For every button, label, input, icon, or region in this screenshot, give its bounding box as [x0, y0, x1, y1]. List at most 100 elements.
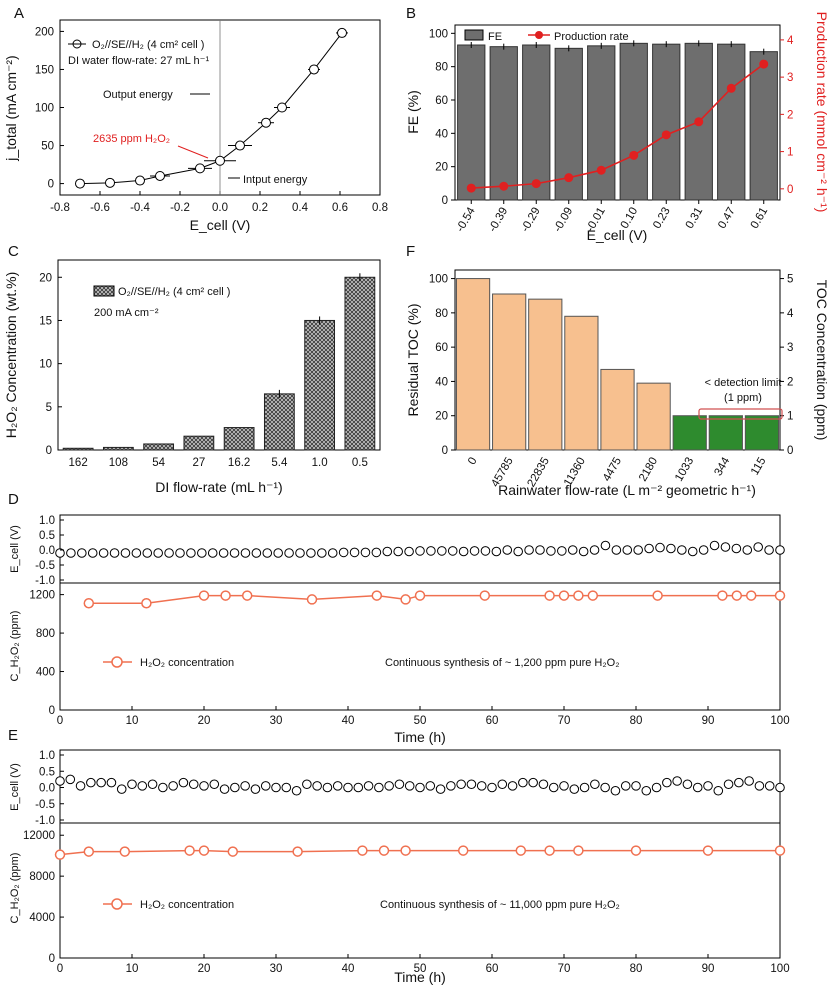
ecell-point [131, 548, 142, 558]
ecell-point [153, 548, 163, 558]
axes-frame [57, 259, 381, 451]
x-tick-label: 162 [69, 457, 88, 469]
x-axis-label: E_cell (V) [190, 217, 251, 233]
ecell-point [186, 548, 196, 558]
data-point [105, 177, 115, 188]
x-tick-label: 100 [770, 715, 789, 727]
toc-bar [672, 415, 707, 451]
x-tick-label: 16.2 [228, 457, 250, 469]
ecell-point [610, 785, 621, 796]
y-tick-top-label: -1.0 [35, 575, 55, 587]
ecell-point [466, 779, 477, 790]
ecell-point [393, 546, 403, 557]
y-tick-bottom-label: 0 [49, 705, 55, 717]
ecell-point [349, 547, 360, 558]
ecell-point [86, 777, 96, 788]
y-tick-label: 10 [39, 359, 52, 371]
ecell-point [260, 781, 271, 791]
ecell-point [415, 546, 425, 556]
h2o2-point [378, 845, 390, 856]
legend-rate-label: Production rate [554, 31, 629, 43]
ecell-point [622, 545, 633, 555]
ecell-point [754, 781, 765, 791]
h2o2-point [306, 594, 318, 605]
ecell-point [744, 776, 754, 786]
ecell-point [127, 779, 137, 790]
ecell-point [535, 545, 545, 555]
x-tick-label: 10 [126, 715, 139, 727]
x-tick-label: 70 [558, 963, 571, 975]
h2o2-line [59, 849, 780, 856]
ecell-point [589, 545, 600, 555]
h2o2-point [630, 845, 642, 856]
x-tick-label: 344 [712, 455, 732, 478]
ecell-point [538, 779, 549, 790]
x-tick-label: 5.4 [271, 457, 288, 469]
ecell-point [713, 785, 724, 796]
input-energy-label: Intput energy [243, 174, 308, 186]
y-tick-right-label: 2 [787, 376, 793, 388]
y-tick-label: 0 [442, 445, 448, 457]
y-tick-label: 100 [429, 28, 448, 40]
h2o2-point [573, 845, 584, 856]
ecell-point [682, 779, 693, 790]
legend-marker [111, 898, 123, 910]
concentration-bar [304, 319, 336, 451]
h2o2-point [717, 590, 728, 601]
current-note: 200 mA cm⁻² [94, 307, 159, 319]
ecell-point [425, 781, 436, 791]
legend-label: H₂O₂ concentration [140, 899, 234, 911]
ecell-point [611, 545, 622, 555]
x-axis-label: E_cell (V) [587, 227, 648, 243]
ecell-point [590, 779, 600, 790]
x-tick-label: 0.61 [749, 206, 771, 231]
ecell-point [168, 781, 178, 791]
ecell-point [382, 546, 393, 557]
fe-bar [489, 46, 518, 201]
h2o2-point [357, 845, 368, 856]
concentration-bar [143, 443, 175, 451]
ecell-point [360, 547, 371, 558]
x-tick-label: 115 [749, 456, 769, 478]
ecell-point [446, 781, 456, 791]
concentration-label: 2635 ppm H₂O₂ [93, 133, 170, 145]
x-axis-label: DI flow-rate (mL h⁻¹) [155, 479, 282, 495]
ecell-point [720, 542, 731, 552]
production-rate-point [694, 117, 704, 127]
ecell-point [384, 781, 394, 791]
panel-e: -1.0 -0.5 0.0 0.5 1.0 0 4000 8000 12000 0 10 20 30… [9, 749, 790, 985]
y-tick-right-label: 3 [787, 72, 793, 84]
ecell-point [692, 782, 703, 793]
y-tick-label: 15 [39, 315, 52, 327]
ecell-point [240, 548, 251, 558]
y-tick-right-label: 4 [787, 308, 794, 320]
y-tick-bottom-label: 400 [36, 667, 55, 679]
concentration-bar [263, 393, 295, 451]
h2o2-point [414, 590, 426, 601]
y-tick-label: 50 [41, 141, 54, 153]
x-tick-label: 0.2 [252, 202, 268, 214]
ecell-point [600, 540, 611, 551]
x-tick-label: 50 [414, 963, 427, 975]
h2o2-point [119, 846, 131, 857]
toc-bar [492, 293, 527, 451]
ecell-point [672, 776, 682, 786]
panel-letter-d: D [8, 491, 19, 508]
x-tick-label: 60 [486, 715, 499, 727]
x-tick-label: 0 [466, 456, 480, 468]
ecell-point [158, 782, 168, 793]
ecell-point [209, 779, 220, 790]
panel-letter-c: C [8, 243, 19, 260]
data-point [261, 117, 271, 128]
ecell-point [764, 545, 774, 555]
toc-bar [455, 278, 491, 451]
ecell-point [677, 545, 687, 555]
ecell-point [137, 781, 148, 791]
y-tick-label: 40 [435, 128, 448, 140]
toc-bar [744, 415, 780, 451]
ecell-point [250, 784, 261, 794]
concentration-bar [102, 446, 134, 451]
x-tick-label: 20 [198, 963, 211, 975]
x-tick-label: 60 [486, 963, 499, 975]
